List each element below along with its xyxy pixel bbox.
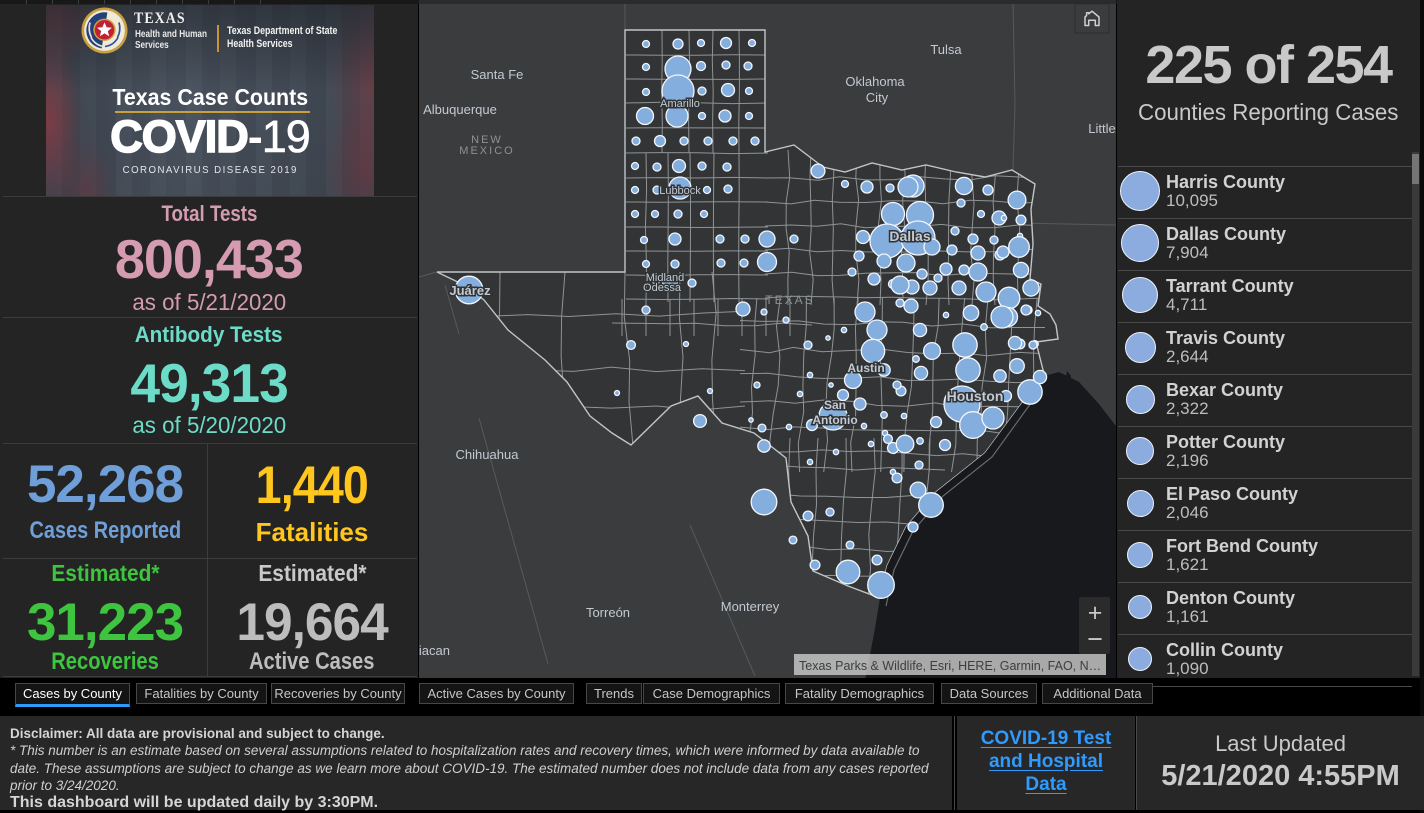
svg-text:City: City <box>866 90 889 105</box>
svg-text:Torreón: Torreón <box>586 605 630 620</box>
svg-text:Chihuahua: Chihuahua <box>456 447 520 462</box>
svg-text:+: + <box>1088 599 1103 627</box>
svg-text:Odessa: Odessa <box>643 282 682 294</box>
svg-text:Santa Fe: Santa Fe <box>471 67 524 82</box>
svg-text:Houston: Houston <box>947 388 1004 404</box>
svg-text:Lubbock: Lubbock <box>659 185 701 197</box>
svg-text:Monterrey: Monterrey <box>721 599 780 614</box>
svg-text:Austin: Austin <box>847 361 884 375</box>
svg-text:Oklahoma: Oklahoma <box>845 74 905 89</box>
svg-text:Juárez: Juárez <box>449 283 491 298</box>
svg-text:Amarillo: Amarillo <box>660 98 700 110</box>
svg-text:TEXAS: TEXAS <box>765 293 814 307</box>
svg-text:Dallas: Dallas <box>889 228 930 244</box>
svg-text:Texas Parks & Wildlife, Esri,: Texas Parks & Wildlife, Esri, HERE, Garm… <box>799 659 1101 673</box>
svg-text:NEW: NEW <box>471 134 503 146</box>
svg-text:Little: Little <box>1088 121 1115 136</box>
svg-text:MEXICO: MEXICO <box>459 145 514 157</box>
svg-text:−: − <box>1087 624 1103 654</box>
svg-text:Albuquerque: Albuquerque <box>423 102 497 117</box>
svg-text:liacan: liacan <box>419 643 450 658</box>
svg-text:Midland: Midland <box>646 272 685 284</box>
svg-text:Antonio: Antonio <box>812 413 857 427</box>
svg-text:Tulsa: Tulsa <box>930 42 962 57</box>
svg-text:San: San <box>824 398 846 412</box>
